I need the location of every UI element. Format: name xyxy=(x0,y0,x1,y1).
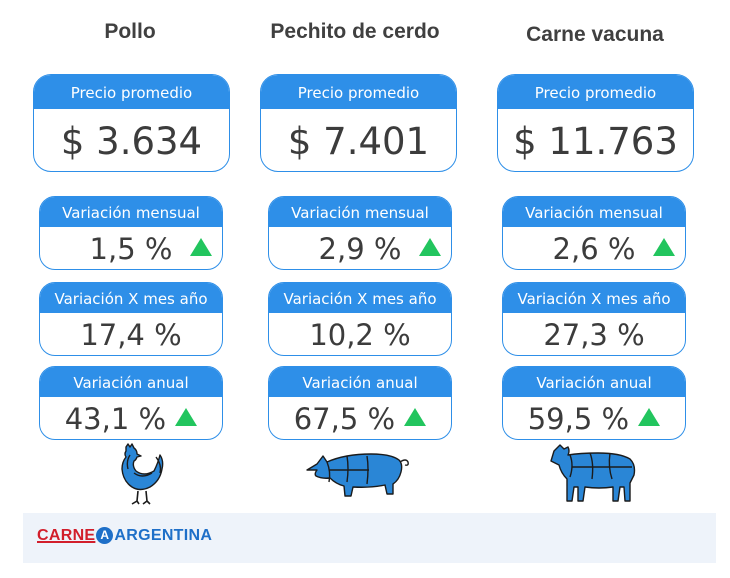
up-arrow-icon xyxy=(419,238,441,256)
monthly-label: Variación mensual xyxy=(503,197,685,227)
price-label: Precio promedio xyxy=(34,75,229,109)
carne-argentina-logo[interactable]: CARNE A ARGENTINA xyxy=(37,527,212,545)
yoy-month-label: Variación X mes año xyxy=(269,283,451,313)
price-value: $ 7.401 xyxy=(287,120,430,163)
price-label: Precio promedio xyxy=(261,75,456,109)
yoy-month-value: 17,4 % xyxy=(80,318,182,352)
up-arrow-icon xyxy=(190,238,212,256)
logo-mark-icon: A xyxy=(96,527,114,544)
logo-text-right: ARGENTINA xyxy=(114,527,213,544)
yoy-month-card-vacuna: Variación X mes año 27,3 % xyxy=(502,282,686,356)
annual-value-row: 59,5 % xyxy=(503,397,685,439)
annual-label: Variación anual xyxy=(269,367,451,397)
monthly-card-vacuna: Variación mensual 2,6 % xyxy=(502,196,686,270)
annual-card-vacuna: Variación anual 59,5 % xyxy=(502,366,686,440)
price-card-cerdo: Precio promedio $ 7.401 xyxy=(260,74,457,172)
monthly-card-pollo: Variación mensual 1,5 % xyxy=(39,196,223,270)
title-cerdo: Pechito de cerdo xyxy=(270,20,440,43)
monthly-label: Variación mensual xyxy=(269,197,451,227)
monthly-label: Variación mensual xyxy=(40,197,222,227)
yoy-month-value: 10,2 % xyxy=(309,318,411,352)
up-arrow-icon xyxy=(653,238,675,256)
title-pollo: Pollo xyxy=(104,20,156,43)
price-label: Precio promedio xyxy=(498,75,693,109)
up-arrow-icon xyxy=(175,408,198,426)
monthly-value-row: 1,5 % xyxy=(40,227,222,269)
yoy-month-card-pollo: Variación X mes año 17,4 % xyxy=(39,282,223,356)
logo-text-left: CARNE xyxy=(37,527,96,544)
up-arrow-icon xyxy=(404,408,427,426)
footer-bar: CARNE A ARGENTINA xyxy=(23,513,716,563)
annual-card-pollo: Variación anual 43,1 % xyxy=(39,366,223,440)
pig-icon xyxy=(306,453,409,497)
annual-label: Variación anual xyxy=(503,367,685,397)
chicken-icon xyxy=(121,443,164,505)
yoy-month-label: Variación X mes año xyxy=(40,283,222,313)
annual-value-row: 67,5 % xyxy=(269,397,451,439)
price-value: $ 11.763 xyxy=(513,120,678,163)
cow-icon xyxy=(550,444,636,502)
annual-card-cerdo: Variación anual 67,5 % xyxy=(268,366,452,440)
yoy-month-card-cerdo: Variación X mes año 10,2 % xyxy=(268,282,452,356)
annual-value: 67,5 % xyxy=(293,402,396,436)
price-card-vacuna: Precio promedio $ 11.763 xyxy=(497,74,694,172)
monthly-value-row: 2,9 % xyxy=(269,227,451,269)
title-vacuna: Carne vacuna xyxy=(526,23,664,46)
monthly-value-row: 2,6 % xyxy=(503,227,685,269)
monthly-value: 2,9 % xyxy=(318,232,402,266)
price-card-pollo: Precio promedio $ 3.634 xyxy=(33,74,230,172)
annual-label: Variación anual xyxy=(40,367,222,397)
yoy-month-label: Variación X mes año xyxy=(503,283,685,313)
annual-value: 59,5 % xyxy=(527,402,630,436)
monthly-value: 2,6 % xyxy=(552,232,636,266)
monthly-value: 1,5 % xyxy=(89,232,173,266)
price-value: $ 3.634 xyxy=(60,120,203,163)
yoy-month-value: 27,3 % xyxy=(543,318,645,352)
annual-value: 43,1 % xyxy=(64,402,167,436)
monthly-card-cerdo: Variación mensual 2,9 % xyxy=(268,196,452,270)
annual-value-row: 43,1 % xyxy=(40,397,222,439)
up-arrow-icon xyxy=(638,408,661,426)
